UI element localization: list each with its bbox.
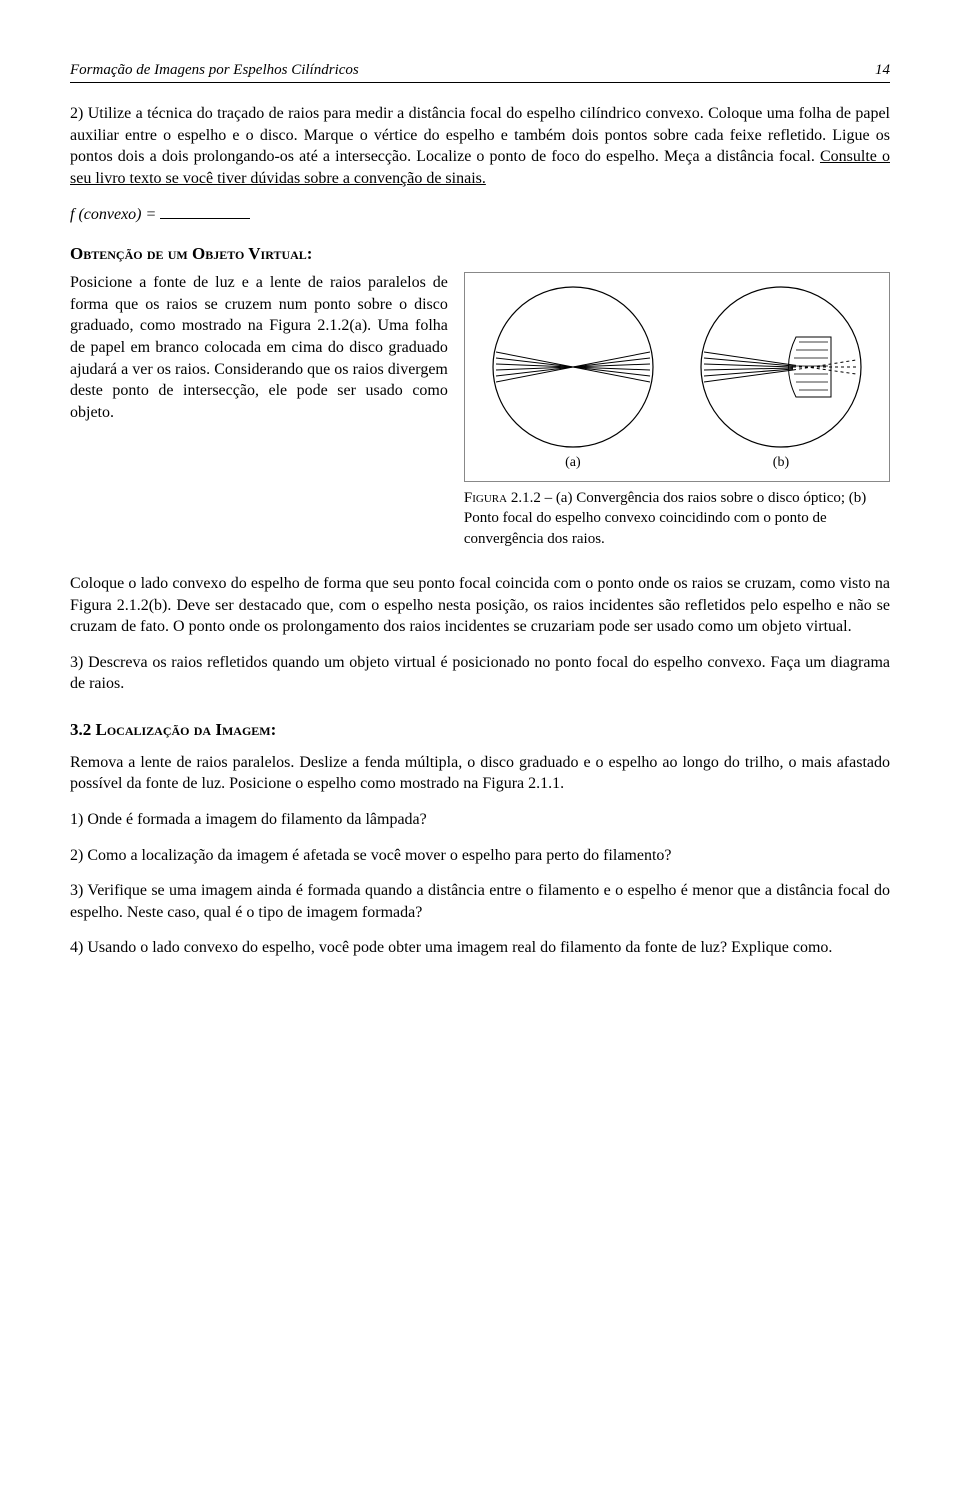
para-coloque: Coloque o lado convexo do espelho de for… (70, 573, 890, 638)
panel-a-label: (a) (565, 454, 581, 473)
formula-blank (160, 218, 250, 219)
para-q3-descreva: 3) Descreva os raios refletidos quando u… (70, 652, 890, 695)
figure-panel-a: (a) (488, 282, 658, 473)
figure-caption: Figura 2.1.2 – (a) Convergência dos raio… (464, 488, 890, 549)
page-number: 14 (875, 60, 890, 80)
section-3-2-title: Localização da Imagem: (96, 720, 277, 739)
caption-pre: Figura (464, 490, 511, 506)
question-1: 1) Onde é formada a imagem do filamento … (70, 809, 890, 831)
para1-text: 2) Utilize a técnica do traçado de raios… (70, 105, 890, 165)
section-3-2-num: 3.2 (70, 720, 96, 739)
running-header: Formação de Imagens por Espelhos Cilíndr… (70, 60, 890, 83)
formula-line: f (convexo) = (70, 204, 890, 226)
formula-label: f (convexo) = (70, 206, 160, 223)
paragraph-2: 2) Utilize a técnica do traçado de raios… (70, 103, 890, 189)
section-3-2: 3.2 Localização da Imagem: (70, 719, 890, 742)
section-virtual-object: Obtenção de um Objeto Virtual: (70, 243, 890, 266)
diagram-b-icon (696, 282, 866, 452)
question-3: 3) Verifique se uma imagem ainda é forma… (70, 880, 890, 923)
caption-text: 2.1.2 – (a) Convergência dos raios sobre… (464, 490, 866, 547)
figure-panel-b: (b) (696, 282, 866, 473)
question-4: 4) Usando o lado convexo do espelho, voc… (70, 937, 890, 959)
para-virtual: Posicione a fonte de luz e a lente de ra… (70, 272, 448, 423)
panel-b-label: (b) (773, 454, 789, 473)
figure-2-1-2: (a) (464, 272, 890, 482)
question-2: 2) Como a localização da imagem é afetad… (70, 845, 890, 867)
para-remova: Remova a lente de raios paralelos. Desli… (70, 752, 890, 795)
running-title: Formação de Imagens por Espelhos Cilíndr… (70, 60, 359, 80)
virtual-object-row: Posicione a fonte de luz e a lente de ra… (70, 272, 890, 549)
diagram-a-icon (488, 282, 658, 452)
